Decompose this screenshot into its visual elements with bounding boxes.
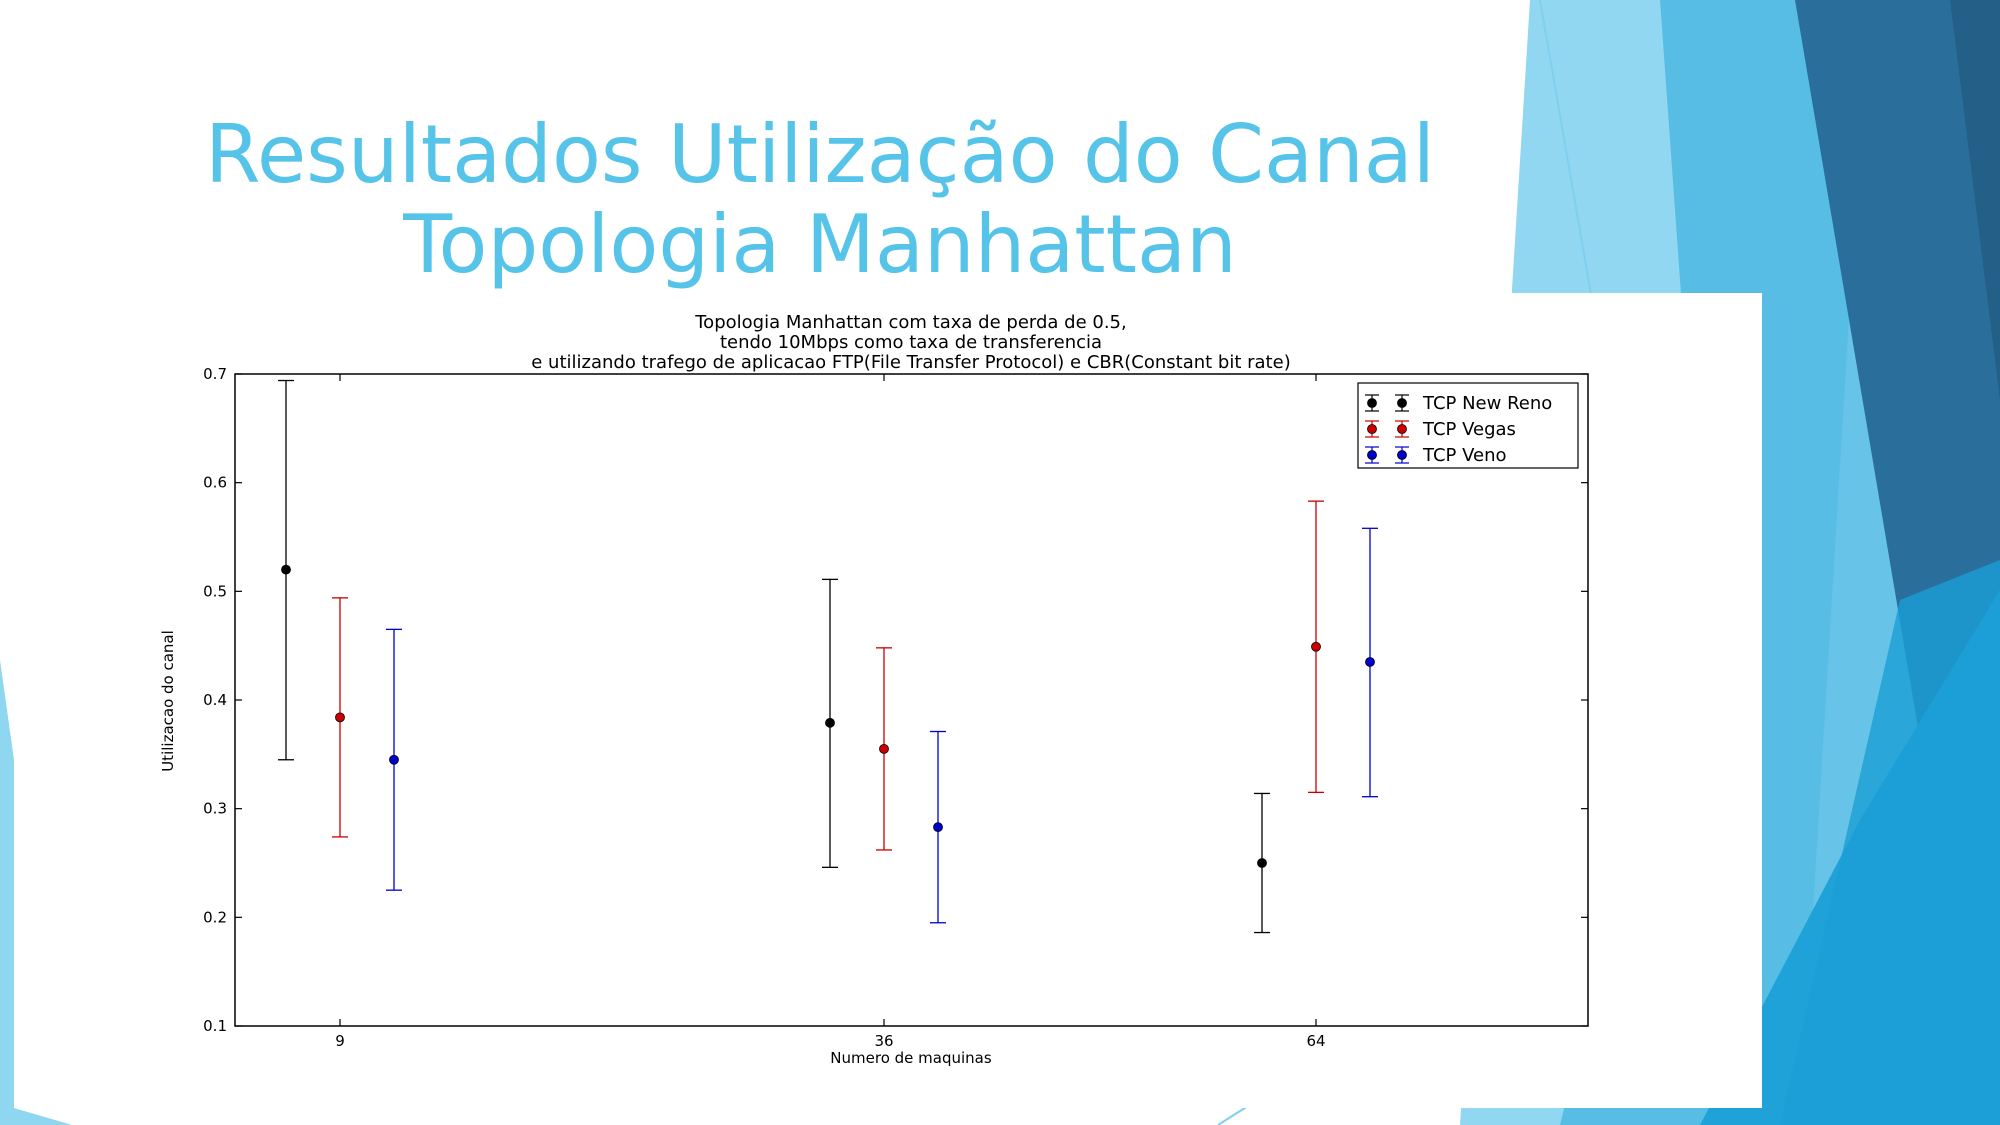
y-tick-label: 0.4 [203,691,227,709]
series-tcp-vegas [332,500,1324,851]
legend-label: TCP Veno [1422,445,1507,466]
x-axis: 9 36 64 [335,374,1326,1050]
data-point [281,564,291,575]
legend-entry: TCP New Reno [1365,393,1552,414]
chart-title-line-3: e utilizando trafego de aplicacao FTP(Fi… [531,352,1290,373]
legend-marker [1397,398,1407,408]
data-point [825,717,835,728]
legend-marker [1367,450,1377,460]
legend-marker [1397,450,1407,460]
slide-title-line-1: Resultados Utilização do Canal [204,108,1436,201]
y-tick-label: 0.7 [203,365,227,383]
chart-title-line-1: Topologia Manhattan com taxa de perda de… [694,312,1126,333]
legend-label: TCP Vegas [1422,419,1516,440]
bg-shape-dark [1795,0,2000,740]
y-tick-label: 0.6 [203,474,227,492]
data-point [1257,858,1267,868]
y-tick-label: 0.2 [203,908,227,926]
legend-box [1357,382,1579,469]
legend-marker [1367,424,1377,434]
series-tcp-veno [386,527,1378,924]
slide-title-line-2: Topologia Manhattan [403,198,1237,291]
data-point [933,822,943,833]
bg-thin-line [1539,0,1593,301]
bg-shape-left [0,660,72,1125]
x-tick-label: 9 [335,1032,345,1050]
data-point [1311,641,1321,652]
y-tick-label: 0.1 [203,1017,227,1035]
series-layer [278,379,1378,934]
y-tick-label: 0.3 [203,800,227,818]
data-point [1365,657,1375,667]
x-axis-label: Numero de maquinas [830,1049,992,1067]
legend-marker [1397,424,1407,434]
chart: Topologia Manhattan com taxa de perda de… [159,312,1589,1067]
x-tick-label: 36 [874,1032,893,1050]
y-axis: 0.1 0.2 0.3 0.4 0.5 0.6 0.7 [203,365,1588,1035]
y-axis-label: Utilizacao do canal [159,630,177,772]
data-point [879,743,889,754]
legend-entry: TCP Vegas [1365,419,1516,440]
chart-title-line-2: tendo 10Mbps como taxa de transferencia [720,332,1102,353]
bg-thin-line-bottom [1217,1105,1249,1125]
series-tcp-new-reno [278,379,1270,934]
data-point [389,754,399,765]
y-tick-label: 0.5 [203,582,227,600]
data-point [335,712,345,723]
bg-shape-bright-2 [1780,560,2000,1125]
legend-marker [1367,398,1377,408]
plot-area [234,373,1589,1027]
legend: TCP New Reno TCP Vegas TCP Veno [1357,382,1579,469]
legend-entry: TCP Veno [1365,445,1507,466]
x-tick-label: 64 [1306,1032,1325,1050]
legend-label: TCP New Reno [1422,393,1552,414]
chart-panel: Topologia Manhattan com taxa de perda de… [14,293,1762,1108]
bg-shape-dark-2 [1950,0,2000,400]
